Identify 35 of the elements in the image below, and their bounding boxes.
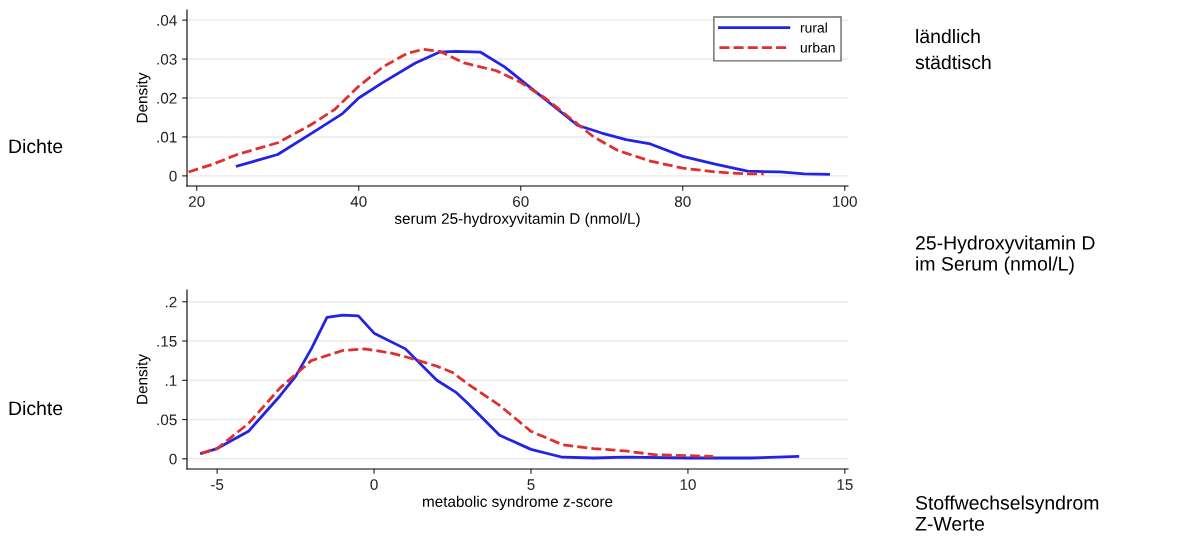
x-tick-label: 100: [833, 196, 857, 207]
x-tick-label: 5: [527, 479, 535, 490]
x-tick-label: 80: [674, 196, 691, 207]
text: Stoffwechselsyndrom Z-Werte: [915, 495, 1099, 531]
x-tick-label: 60: [513, 196, 529, 207]
y-tick-label: 0: [169, 170, 177, 182]
x-tick-label: 20: [188, 196, 205, 207]
y-axis-title: Density: [136, 354, 151, 404]
text: 25-Hydroxyvitamin D im Serum (nmol/L): [915, 235, 1095, 275]
text: Dichte: [9, 400, 63, 416]
y-axis-title: Density: [136, 72, 151, 123]
y-tick-label: .02: [157, 92, 177, 104]
y-tick-label: .05: [157, 414, 177, 426]
y-tick-label: .01: [157, 131, 177, 143]
y-tick-label: .15: [157, 336, 177, 347]
text: städtisch: [915, 54, 991, 70]
line-series: [187, 47, 766, 176]
line-series: [200, 347, 715, 458]
x-tick-label: 15: [837, 479, 853, 490]
y-tick-label: 0: [169, 453, 177, 465]
x-axis-title: serum 25-hydroxyvitamin D (nmol/L): [394, 212, 640, 227]
x-tick-label: 40: [350, 196, 367, 207]
legend-label: rural: [800, 22, 827, 33]
x-tick-label: 0: [370, 479, 378, 490]
y-tick-label: .2: [165, 296, 177, 308]
x-axis-title: metabolic syndrome z-score: [423, 495, 613, 510]
x-tick-label: -5: [211, 479, 224, 490]
line-series: [200, 313, 800, 460]
y-tick-label: .04: [157, 14, 177, 26]
y-tick-label: .03: [157, 53, 177, 65]
text: Dichte: [9, 138, 63, 154]
text: ländlich: [916, 28, 980, 44]
legend-label: urban: [800, 42, 835, 53]
y-tick-label: .1: [165, 375, 177, 386]
x-tick-label: 10: [680, 479, 696, 490]
